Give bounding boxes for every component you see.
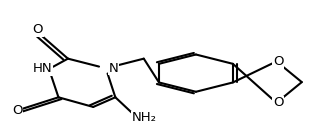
Text: NH₂: NH₂ [131, 112, 156, 124]
Text: N: N [109, 62, 118, 75]
Text: O: O [273, 96, 283, 109]
Text: HN: HN [33, 63, 52, 75]
Text: O: O [33, 23, 43, 36]
Text: O: O [273, 55, 283, 68]
Text: O: O [12, 104, 23, 117]
